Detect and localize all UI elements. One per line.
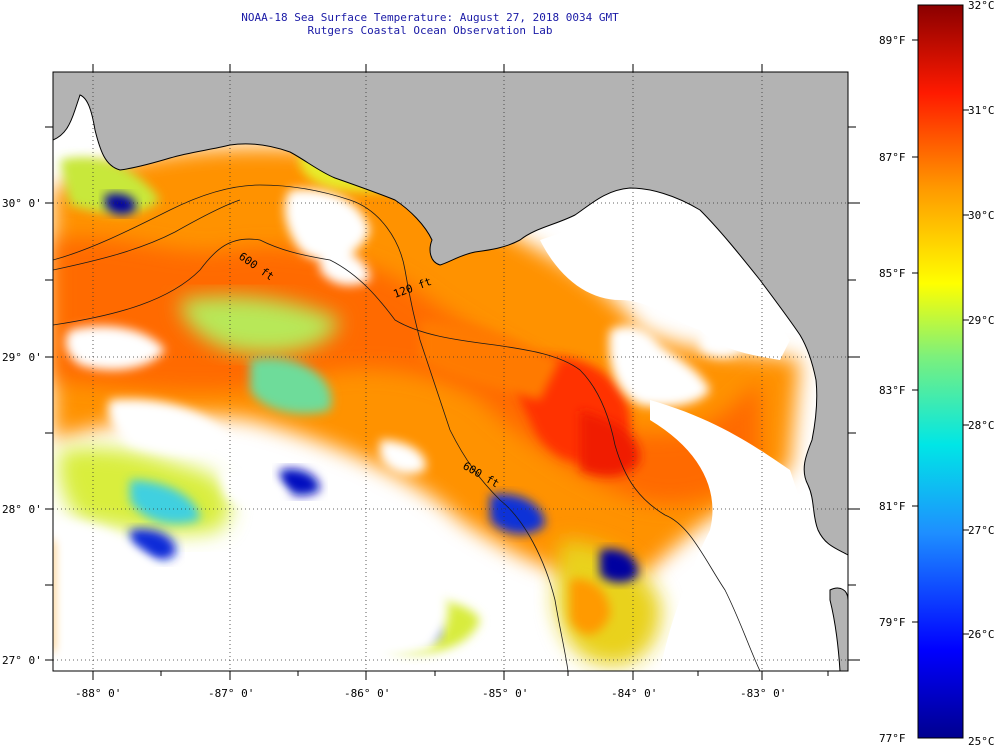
- lon-label-84: -84° 0': [611, 687, 657, 700]
- cbar-f-87: 87°F: [879, 151, 906, 164]
- lat-label-30: 30° 0': [2, 197, 42, 210]
- lat-label-29: 29° 0': [2, 351, 42, 364]
- cbar-c-27: 27°C: [968, 524, 995, 537]
- cbar-f-83: 83°F: [879, 384, 906, 397]
- lon-label-87: -87° 0': [208, 687, 254, 700]
- map-subtitle: Rutgers Coastal Ocean Observation Lab: [307, 24, 553, 37]
- map-title: NOAA-18 Sea Surface Temperature: August …: [241, 11, 619, 24]
- colorbar-gradient: [917, 4, 964, 739]
- lon-label-86: -86° 0': [344, 687, 390, 700]
- lat-tick-marks: [45, 126, 860, 661]
- colorbar-ticks: [912, 39, 969, 635]
- cbar-f-89: 89°F: [879, 34, 906, 47]
- lon-label-88: -88° 0': [75, 687, 121, 700]
- cbar-c-32: 32°C: [968, 0, 995, 12]
- cbar-c-25: 25°C: [968, 735, 995, 748]
- lon-label-85: -85° 0': [482, 687, 528, 700]
- map-plot-area: 120 ft 600 ft 600 ft: [53, 72, 848, 671]
- cbar-f-79: 79°F: [879, 616, 906, 629]
- lon-tick-marks: [92, 64, 829, 680]
- graticule: [53, 72, 848, 671]
- cbar-f-77: 77°F: [879, 732, 906, 745]
- cbar-c-28: 28°C: [968, 419, 995, 432]
- lat-label-28: 28° 0': [2, 503, 42, 516]
- lon-label-83: -83° 0': [740, 687, 786, 700]
- lon-labels: -88° 0' -87° 0' -86° 0' -85° 0' -84° 0' …: [75, 687, 786, 700]
- cloud-fl-shelf: [540, 207, 790, 360]
- map-frame: [52, 71, 849, 672]
- land-mass: [53, 72, 848, 556]
- cbar-c-31: 31°C: [968, 104, 995, 117]
- cbar-f-85: 85°F: [879, 267, 906, 280]
- lat-label-27: 27° 0': [2, 654, 42, 667]
- lat-labels: 30° 0' 29° 0' 28° 0' 27° 0': [2, 197, 42, 667]
- isobath-lines: [53, 184, 761, 671]
- cbar-c-29: 29°C: [968, 314, 995, 327]
- cloud-fl-south: [650, 400, 848, 671]
- cbar-f-81: 81°F: [879, 500, 906, 513]
- cbar-c-30: 30°C: [968, 209, 995, 222]
- colorbar: 32°C 31°C 30°C 29°C 28°C 27°C 26°C 25°C …: [879, 0, 995, 748]
- cloud-patches: [53, 189, 745, 671]
- land-keys: [829, 587, 848, 671]
- cbar-c-26: 26°C: [968, 628, 995, 641]
